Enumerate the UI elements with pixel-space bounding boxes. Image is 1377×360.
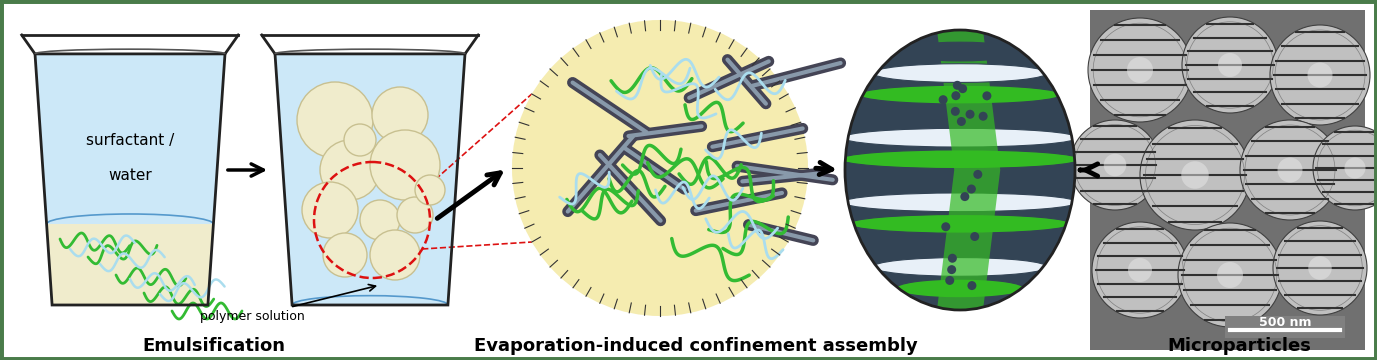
Circle shape <box>1308 256 1332 280</box>
Circle shape <box>1308 63 1333 87</box>
Circle shape <box>1241 120 1340 220</box>
Ellipse shape <box>858 85 1062 104</box>
Ellipse shape <box>843 193 1077 212</box>
Circle shape <box>947 254 957 263</box>
Bar <box>1091 10 1365 350</box>
Circle shape <box>1314 126 1377 210</box>
Text: 500 nm: 500 nm <box>1259 315 1311 328</box>
Circle shape <box>414 175 445 205</box>
Polygon shape <box>275 54 465 305</box>
Circle shape <box>319 140 380 200</box>
Circle shape <box>324 233 368 277</box>
Circle shape <box>950 107 960 116</box>
Text: Emulsification: Emulsification <box>142 337 285 355</box>
Circle shape <box>397 197 432 233</box>
Ellipse shape <box>848 215 1071 233</box>
Text: polymer solution: polymer solution <box>200 284 376 323</box>
Circle shape <box>945 276 954 285</box>
Circle shape <box>359 200 399 240</box>
Text: Evaporation-induced confinement assembly: Evaporation-induced confinement assembly <box>474 337 917 355</box>
Ellipse shape <box>873 257 1047 276</box>
Text: water: water <box>109 167 151 183</box>
Circle shape <box>1217 262 1243 288</box>
Circle shape <box>372 87 428 143</box>
Circle shape <box>957 117 965 126</box>
Polygon shape <box>34 54 224 224</box>
Circle shape <box>1140 120 1250 230</box>
Polygon shape <box>34 54 224 305</box>
Circle shape <box>965 110 975 119</box>
Circle shape <box>370 230 420 280</box>
Text: Microparticles: Microparticles <box>1168 337 1311 355</box>
Circle shape <box>967 185 976 194</box>
Circle shape <box>979 112 987 121</box>
Circle shape <box>947 265 956 274</box>
Circle shape <box>971 232 979 241</box>
Circle shape <box>1104 154 1126 176</box>
Circle shape <box>344 124 376 156</box>
Text: surfactant /: surfactant / <box>85 132 174 148</box>
Circle shape <box>968 281 976 290</box>
Polygon shape <box>275 54 465 305</box>
Circle shape <box>1278 158 1303 183</box>
Circle shape <box>1177 223 1282 327</box>
Ellipse shape <box>858 236 1062 255</box>
Circle shape <box>953 81 961 90</box>
Circle shape <box>370 130 441 200</box>
Ellipse shape <box>843 129 1077 147</box>
Ellipse shape <box>873 64 1047 82</box>
Circle shape <box>974 170 982 179</box>
Circle shape <box>1344 158 1366 179</box>
Ellipse shape <box>895 42 1024 61</box>
Circle shape <box>297 82 373 158</box>
Circle shape <box>982 91 991 100</box>
Polygon shape <box>936 30 1000 310</box>
Bar <box>1226 316 1345 338</box>
Circle shape <box>958 84 967 93</box>
Circle shape <box>960 192 969 201</box>
Circle shape <box>952 91 960 100</box>
Circle shape <box>938 169 946 178</box>
Circle shape <box>1181 17 1278 113</box>
Ellipse shape <box>895 279 1024 298</box>
Circle shape <box>1126 57 1153 83</box>
Ellipse shape <box>840 150 1081 168</box>
Circle shape <box>1128 258 1153 282</box>
Circle shape <box>1219 53 1242 77</box>
Circle shape <box>1070 120 1159 210</box>
Circle shape <box>1272 221 1367 315</box>
Circle shape <box>1088 18 1192 122</box>
Circle shape <box>942 222 950 231</box>
Circle shape <box>302 182 358 238</box>
Polygon shape <box>47 224 213 305</box>
Ellipse shape <box>848 107 1071 126</box>
Circle shape <box>1181 161 1209 189</box>
Ellipse shape <box>840 171 1081 190</box>
Circle shape <box>1092 222 1188 318</box>
Circle shape <box>512 20 808 316</box>
Circle shape <box>939 95 947 104</box>
Circle shape <box>1270 25 1370 125</box>
Ellipse shape <box>845 30 1075 310</box>
Circle shape <box>939 184 947 193</box>
